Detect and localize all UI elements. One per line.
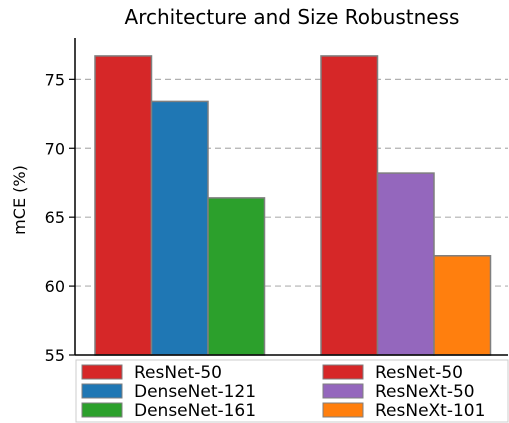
legend-label: DenseNet-161 <box>134 401 256 421</box>
legend-swatch <box>81 364 123 380</box>
legend-swatch <box>322 383 364 399</box>
chart-title: Architecture and Size Robustness <box>125 5 460 29</box>
legend-box <box>75 359 509 423</box>
y-tick-label: 75 <box>45 70 65 89</box>
y-tick-label: 60 <box>45 277 65 296</box>
y-tick-label: 55 <box>45 346 65 365</box>
y-tick-label: 65 <box>45 208 65 227</box>
y-ticks: 55 60 65 70 75 <box>45 70 75 365</box>
y-tick-label: 70 <box>45 139 65 158</box>
legend-swatch <box>322 364 364 380</box>
legend-label: ResNet-50 <box>375 363 463 383</box>
legend-label: ResNeXt-50 <box>375 382 475 402</box>
legend-label: DenseNet-121 <box>134 382 256 402</box>
legend-swatch <box>322 402 364 418</box>
bars <box>94 55 492 356</box>
legend: ResNet-50DenseNet-121DenseNet-161ResNet-… <box>75 359 509 423</box>
bar-resnet-50 <box>320 55 379 356</box>
bar-densenet-121 <box>150 100 209 356</box>
bar-densenet-161 <box>207 197 266 356</box>
legend-label: ResNeXt-101 <box>375 401 485 421</box>
legend-swatch <box>81 383 123 399</box>
bar-resnext-50 <box>376 172 435 356</box>
axes <box>74 38 508 356</box>
bar-resnext-101 <box>433 255 492 356</box>
y-axis-label: mCE (%) <box>10 165 29 235</box>
legend-label: ResNet-50 <box>134 363 222 383</box>
bar-resnet-50 <box>94 55 153 356</box>
legend-swatch <box>81 402 123 418</box>
